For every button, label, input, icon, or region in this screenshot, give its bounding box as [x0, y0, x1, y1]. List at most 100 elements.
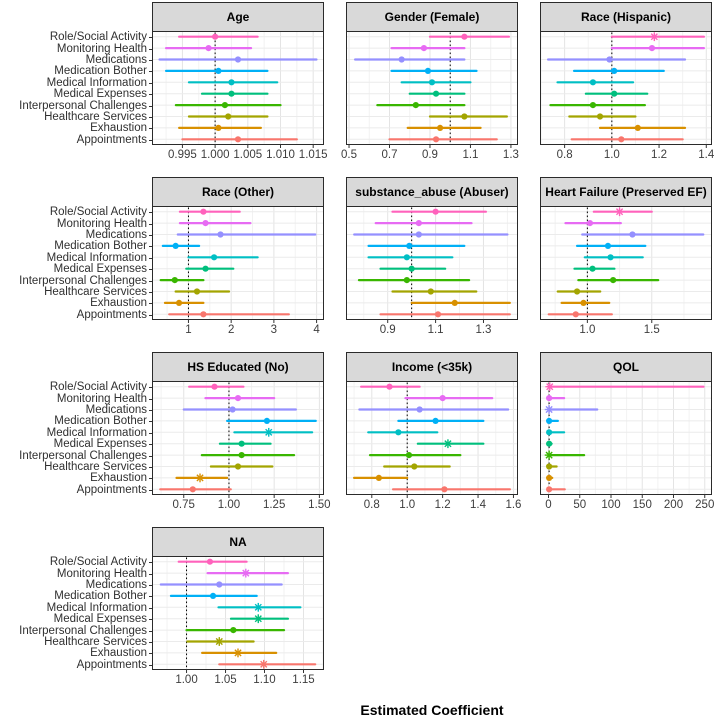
point-marker: [395, 429, 402, 436]
panel-plot: [540, 381, 712, 498]
x-axis: 1.0 1.5: [540, 324, 712, 336]
significant-star-marker: [649, 32, 659, 42]
y-axis-label: Medical Information: [46, 251, 147, 264]
y-axis-label-row: Appointments: [0, 659, 152, 671]
x-tick-label: 1.3: [502, 149, 519, 161]
y-axis-label-row: Interpersonal Challenges: [0, 625, 152, 636]
x-tick-label: 1.0: [603, 149, 620, 161]
x-tick-label: 3: [270, 324, 278, 336]
y-axis-label: Appointments: [76, 308, 147, 321]
point-marker: [436, 124, 444, 131]
y-tick-mark: [149, 653, 152, 655]
y-tick-mark: [149, 128, 152, 130]
panel-border: [152, 31, 324, 145]
star-ray: [242, 569, 250, 577]
x-tick-label: 0.7: [381, 149, 398, 161]
y-axis-label-row: Monitoring Health: [0, 393, 152, 404]
point-marker: [228, 90, 235, 97]
y-axis-label: Medications: [85, 54, 147, 67]
point-marker: [648, 45, 656, 52]
x-axis: 0.8 1.0 1.2 1.4: [540, 149, 715, 161]
y-axis-labels: Role/Social Activity Monitoring Health Med…: [0, 352, 152, 512]
y-axis-label-row: Healthcare Services: [0, 461, 152, 474]
point-marker: [589, 265, 596, 272]
panel-background: [152, 31, 324, 145]
point-marker: [434, 311, 442, 318]
point-marker: [228, 79, 235, 86]
facet-strip-title: Income (<35k): [346, 352, 518, 382]
y-tick-mark: [149, 314, 152, 316]
x-tick-label: 4: [313, 324, 320, 336]
panel-plot: [152, 31, 324, 148]
y-axis-label-row: Exhaustion: [0, 648, 152, 659]
star-ray: [650, 33, 658, 41]
panel-plot: [540, 31, 712, 148]
significant-star-marker: [233, 648, 243, 658]
x-tick-label: 1.010: [266, 149, 295, 161]
y-axis-label: Medications: [85, 404, 147, 417]
y-tick-mark: [149, 455, 152, 457]
point-marker: [403, 277, 410, 284]
y-tick-mark: [149, 269, 152, 271]
significant-star-marker: [544, 405, 554, 414]
y-axis-label-row: Medical Information: [0, 251, 152, 264]
y-axis-label: Monitoring Health: [56, 42, 147, 55]
point-marker: [420, 45, 428, 52]
panel-row: Role/Social Activity Monitoring Health Med…: [0, 177, 720, 337]
y-axis-label-row: Medication Bother: [0, 241, 152, 252]
facet-strip-title: Heart Failure (Preserved EF): [540, 177, 712, 207]
facet-panel: NA 1.00 1.05 1.10 1.15: [152, 527, 324, 687]
point-marker: [589, 102, 597, 109]
point-marker: [629, 231, 636, 238]
y-axis-label: Medication Bother: [54, 240, 147, 253]
y-axis-label-row: Medical Information: [0, 602, 152, 614]
x-tick-label: 0: [545, 499, 552, 511]
facet-strip-title: Race (Other): [152, 177, 324, 207]
x-tick-label: 0.8: [556, 149, 573, 161]
y-tick-mark: [149, 630, 152, 632]
y-axis-label: Interpersonal Challenges: [19, 449, 147, 462]
x-tick-label: 1.50: [308, 499, 331, 511]
point-marker: [386, 383, 393, 390]
point-marker: [225, 113, 232, 120]
panel-plot: [346, 31, 518, 148]
point-marker: [432, 90, 440, 97]
x-tick-label: 100: [601, 499, 621, 511]
y-axis-label: Medical Information: [46, 76, 147, 89]
point-marker: [212, 33, 219, 40]
point-marker: [461, 33, 468, 40]
significant-star-marker: [253, 614, 263, 624]
panel-background: [540, 381, 712, 495]
y-tick-mark: [149, 139, 152, 141]
panel-plot: [540, 206, 712, 323]
y-axis-label-row: Medical Expenses: [0, 438, 152, 450]
y-tick-mark: [149, 573, 152, 575]
point-marker: [432, 417, 439, 424]
point-marker: [209, 592, 217, 599]
facet-panel: Income (<35k) 0.8 1.0 1.2 1.4 1.6: [346, 352, 521, 512]
point-marker: [611, 67, 618, 74]
x-tick-label: 1.0: [579, 324, 596, 336]
significant-star-marker: [259, 659, 269, 669]
y-tick-mark: [149, 467, 152, 469]
panel-background: [346, 381, 518, 495]
y-tick-mark: [149, 94, 152, 96]
significant-star-marker: [545, 382, 555, 392]
y-axis-label-row: Medication Bother: [0, 66, 152, 77]
y-axis-label-row: Role/Social Activity: [0, 206, 152, 219]
facet-strip-title: Race (Hispanic): [540, 2, 712, 32]
point-marker: [580, 299, 587, 306]
panel-border: [346, 206, 518, 320]
y-axis-label-row: Role/Social Activity: [0, 381, 152, 393]
facet-strip-title: NA: [152, 527, 324, 557]
y-axis-label: Role/Social Activity: [49, 206, 147, 219]
point-marker: [412, 102, 419, 109]
y-tick-mark: [149, 478, 152, 480]
facet-panel: QOL 0 50 100 150 200 250: [540, 352, 714, 512]
y-tick-mark: [149, 280, 152, 282]
x-tick-label: 0.9: [379, 324, 396, 336]
facet-strip-title: HS Educated (No): [152, 352, 324, 382]
x-tick-label: 200: [663, 499, 684, 511]
y-axis-label: Healthcare Services: [44, 461, 147, 474]
